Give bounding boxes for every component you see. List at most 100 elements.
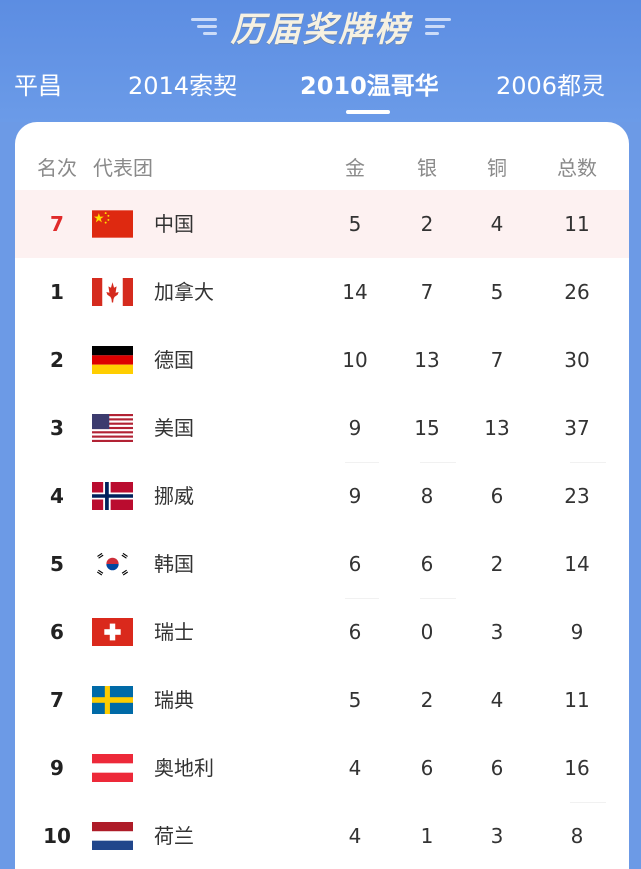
table-row[interactable]: 1 加拿大 14 7 5 26 bbox=[15, 258, 629, 326]
silver-count: 7 bbox=[420, 280, 434, 304]
table-row[interactable]: 7 瑞典 5 2 4 11 bbox=[15, 666, 629, 734]
total-count: 30 bbox=[564, 348, 590, 372]
silver-count: 8 bbox=[420, 484, 434, 508]
norway-flag-icon bbox=[92, 482, 133, 510]
germany-flag-icon bbox=[92, 346, 133, 374]
row-divider bbox=[420, 598, 456, 599]
tab-turin-2006[interactable]: 2006都灵 bbox=[496, 72, 606, 100]
team-name: 中国 bbox=[154, 212, 194, 236]
silver-count: 6 bbox=[420, 756, 434, 780]
bronze-count: 4 bbox=[490, 212, 504, 236]
korea-flag-icon bbox=[92, 550, 133, 578]
bronze-count: 2 bbox=[490, 552, 504, 576]
china-flag-icon bbox=[92, 210, 133, 238]
team-name: 荷兰 bbox=[154, 824, 194, 848]
team-name: 德国 bbox=[154, 348, 194, 372]
column-header-total: 总数 bbox=[557, 156, 597, 180]
usa-flag-icon bbox=[92, 414, 133, 442]
gold-count: 10 bbox=[342, 348, 368, 372]
total-count: 11 bbox=[564, 212, 590, 236]
tab-pyeongchang[interactable]: 平昌 bbox=[14, 72, 62, 100]
table-row[interactable]: 3 美国 9 15 13 37 bbox=[15, 394, 629, 462]
total-count: 26 bbox=[564, 280, 590, 304]
bronze-count: 5 bbox=[490, 280, 504, 304]
gold-count: 9 bbox=[348, 484, 362, 508]
total-count: 16 bbox=[564, 756, 590, 780]
gold-count: 6 bbox=[348, 552, 362, 576]
silver-count: 6 bbox=[420, 552, 434, 576]
sweden-flag-icon bbox=[92, 686, 133, 714]
column-header-rank: 名次 bbox=[37, 156, 77, 180]
table-row[interactable]: 2 德国 10 13 7 30 bbox=[15, 326, 629, 394]
silver-count: 1 bbox=[420, 824, 434, 848]
bronze-count: 6 bbox=[490, 756, 504, 780]
silver-count: 2 bbox=[420, 212, 434, 236]
rank-value: 4 bbox=[50, 484, 64, 508]
rank-value: 2 bbox=[50, 348, 64, 372]
medal-table-card: 名次 代表团 金 银 铜 总数 7 中国 5 2 4 11 1 加拿大 bbox=[15, 122, 629, 869]
row-divider bbox=[420, 462, 456, 463]
title-row: 历届奖牌榜 bbox=[0, 4, 641, 50]
edition-tabs: 平昌 2014索契 2010温哥华 2006都灵 bbox=[0, 60, 641, 116]
row-divider bbox=[570, 802, 606, 803]
rank-value: 1 bbox=[50, 280, 64, 304]
row-divider bbox=[345, 462, 379, 463]
rank-value: 6 bbox=[50, 620, 64, 644]
gold-count: 5 bbox=[348, 212, 362, 236]
active-tab-indicator bbox=[346, 110, 390, 114]
total-count: 11 bbox=[564, 688, 590, 712]
table-row[interactable]: 10 荷兰 4 1 3 8 bbox=[15, 802, 629, 869]
bronze-count: 3 bbox=[490, 824, 504, 848]
bronze-count: 4 bbox=[490, 688, 504, 712]
netherlands-flag-icon bbox=[92, 822, 133, 850]
silver-count: 15 bbox=[414, 416, 440, 440]
bronze-count: 3 bbox=[490, 620, 504, 644]
row-divider bbox=[345, 598, 379, 599]
rank-value: 7 bbox=[50, 688, 64, 712]
title-decoration-right bbox=[424, 17, 451, 35]
total-count: 8 bbox=[570, 824, 584, 848]
page-title: 历届奖牌榜 bbox=[230, 9, 411, 50]
table-row[interactable]: 5 韩国 6 6 2 14 bbox=[15, 530, 629, 598]
rank-value: 9 bbox=[50, 756, 64, 780]
team-name: 挪威 bbox=[154, 484, 194, 508]
table-row[interactable]: 9 奥地利 4 6 6 16 bbox=[15, 734, 629, 802]
table-row[interactable]: 6 瑞士 6 0 3 9 bbox=[15, 598, 629, 666]
column-header-bronze: 铜 bbox=[487, 156, 507, 180]
table-row[interactable]: 7 中国 5 2 4 11 bbox=[15, 190, 629, 258]
rank-value: 7 bbox=[50, 212, 64, 236]
total-count: 37 bbox=[564, 416, 590, 440]
column-header-gold: 金 bbox=[345, 156, 365, 180]
gold-count: 5 bbox=[348, 688, 362, 712]
team-name: 美国 bbox=[154, 416, 194, 440]
team-name: 瑞典 bbox=[154, 688, 194, 712]
team-name: 奥地利 bbox=[154, 756, 214, 780]
rank-value: 3 bbox=[50, 416, 64, 440]
canada-flag-icon bbox=[92, 278, 133, 306]
row-divider bbox=[570, 462, 606, 463]
column-header-silver: 银 bbox=[417, 156, 437, 180]
bronze-count: 7 bbox=[490, 348, 504, 372]
rank-value: 5 bbox=[50, 552, 64, 576]
bronze-count: 13 bbox=[484, 416, 510, 440]
gold-count: 14 bbox=[342, 280, 368, 304]
tab-vancouver-2010[interactable]: 2010温哥华 bbox=[300, 72, 439, 100]
tab-sochi-2014[interactable]: 2014索契 bbox=[128, 72, 238, 100]
total-count: 9 bbox=[570, 620, 584, 644]
total-count: 23 bbox=[564, 484, 590, 508]
team-name: 加拿大 bbox=[154, 280, 214, 304]
austria-flag-icon bbox=[92, 754, 133, 782]
table-row[interactable]: 4 挪威 9 8 6 23 bbox=[15, 462, 629, 530]
total-count: 14 bbox=[564, 552, 590, 576]
gold-count: 6 bbox=[348, 620, 362, 644]
table-header: 名次 代表团 金 银 铜 总数 bbox=[15, 142, 629, 184]
silver-count: 2 bbox=[420, 688, 434, 712]
gold-count: 4 bbox=[348, 756, 362, 780]
silver-count: 13 bbox=[414, 348, 440, 372]
gold-count: 9 bbox=[348, 416, 362, 440]
title-decoration-left bbox=[190, 17, 217, 35]
bronze-count: 6 bbox=[490, 484, 504, 508]
team-name: 韩国 bbox=[154, 552, 194, 576]
column-header-team: 代表团 bbox=[93, 156, 153, 180]
header: 历届奖牌榜 平昌 2014索契 2010温哥华 2006都灵 bbox=[0, 0, 641, 122]
